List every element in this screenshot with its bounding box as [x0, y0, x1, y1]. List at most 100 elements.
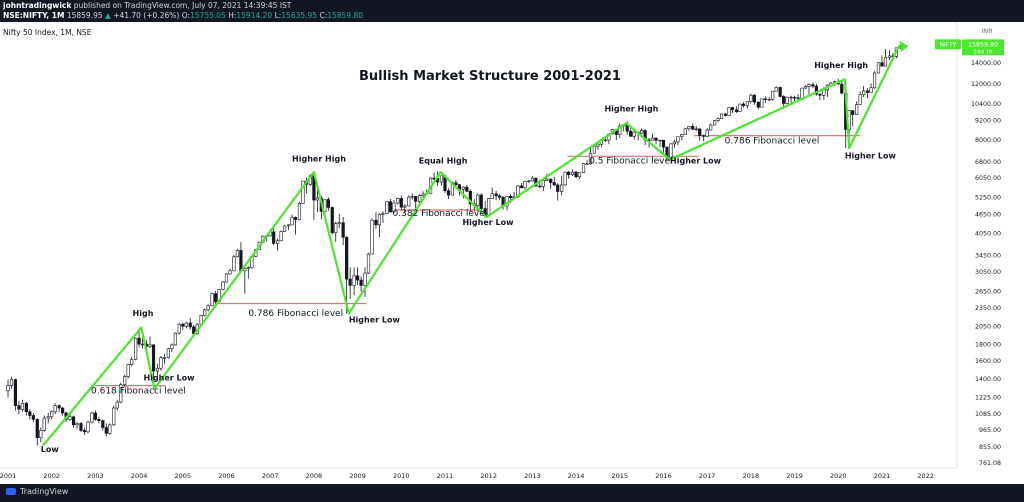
candle-body [822, 89, 826, 96]
price-tag-countdown: 24d 1h [973, 49, 993, 55]
candle-body [418, 195, 422, 202]
candle-body [767, 98, 771, 101]
candle-body [75, 423, 79, 426]
candle-body [221, 281, 225, 290]
y-tick-label: 6050.00 [975, 175, 1001, 182]
brand-label: TradingView [20, 487, 69, 496]
candle-body [545, 178, 549, 181]
candle-body [702, 135, 706, 137]
candle-body [173, 332, 177, 346]
candle-body [818, 93, 822, 96]
candle-body [468, 190, 472, 205]
candle-body [377, 214, 382, 226]
candle-body [366, 253, 371, 274]
y-tick-label: 10400.00 [971, 101, 1001, 108]
candle-body [446, 190, 451, 196]
candle-body [166, 348, 170, 359]
tradingview-logo[interactable]: TradingView [6, 487, 68, 496]
candle-body [224, 273, 229, 283]
author-name[interactable]: johntradingwick [3, 1, 72, 10]
price-axis-background [957, 22, 1024, 484]
swing-line [42, 44, 901, 447]
candle-body [716, 118, 720, 121]
candle-body [796, 97, 800, 99]
candle-body [31, 415, 35, 420]
candle-body [374, 219, 378, 226]
structure-label: Equal High [419, 157, 468, 166]
candle-body [235, 250, 240, 258]
candle-body [840, 83, 844, 94]
candle-body [359, 279, 363, 286]
candle-body [676, 136, 680, 143]
candle-body [410, 196, 414, 198]
y-tick-label: 4050.00 [975, 230, 1001, 237]
candle-body [24, 402, 28, 413]
candle-body [658, 139, 662, 142]
candle-body [326, 199, 330, 208]
candle-body [184, 322, 188, 327]
candle-body [490, 193, 494, 199]
candle-body [588, 152, 593, 164]
candle-body [669, 143, 673, 159]
candle-body [782, 96, 786, 104]
chart-title: Bullish Market Structure 2001-2021 [359, 69, 621, 84]
candle-body [811, 84, 815, 87]
chart-area[interactable]: Low High Higher Low 0.618 Fibonacci level Hi… [0, 22, 1024, 484]
y-tick-label: 2650.00 [975, 289, 1001, 296]
footer-bar: TradingView [0, 484, 1024, 502]
nifty-chart[interactable]: Low High Higher Low 0.618 Fibonacci level Hi… [0, 22, 1024, 484]
candle-body [170, 344, 174, 350]
candle-body [487, 198, 491, 216]
y-tick-label: 8000.00 [975, 137, 1001, 144]
candle-body [596, 143, 600, 147]
candle-body [79, 423, 83, 431]
candle-body [206, 305, 210, 311]
y-tick-label: 12000.00 [971, 81, 1001, 88]
candle-body [494, 193, 498, 197]
candle-body [337, 222, 341, 224]
candle-body [778, 87, 782, 97]
candle-body [538, 185, 542, 188]
candle-body [290, 217, 294, 226]
candle-body [574, 171, 578, 178]
fib-label: 0.786 Fibonacci level [248, 309, 343, 319]
candle-body [454, 182, 458, 185]
y-tick-label: 3450.00 [975, 252, 1001, 259]
structure-label: Higher High [604, 104, 658, 113]
candle-body [749, 94, 753, 102]
high-value: 15914.20 [236, 11, 273, 20]
candle-body [855, 104, 859, 115]
candle-body [439, 175, 444, 183]
open-value: 15755.05 [190, 11, 226, 20]
candle-body [385, 201, 389, 214]
candle-body [243, 268, 247, 272]
candle-body [760, 98, 764, 108]
candle-body [865, 90, 870, 93]
candle-body [334, 223, 338, 234]
candle-body [381, 213, 385, 215]
candle-body [734, 109, 739, 112]
candle-body [108, 424, 112, 434]
candle-body [272, 231, 276, 244]
candle-body [50, 411, 54, 418]
structure-label: Low [41, 445, 60, 454]
candle-body [210, 293, 214, 307]
fib-label: 0.5 Fibonacci level [589, 156, 672, 166]
candle-body [476, 194, 480, 206]
candle-body [323, 199, 327, 212]
candle-body [549, 178, 553, 183]
candle-body [348, 278, 352, 286]
candle-body [246, 267, 250, 269]
x-tick-label: 2021 [874, 472, 891, 480]
candle-body [876, 62, 881, 74]
low-label: L: [274, 11, 282, 20]
fib-label: 0.618 Fibonacci level [91, 387, 186, 397]
candle-body [880, 62, 884, 67]
candle-body [694, 128, 698, 131]
candle-body [68, 416, 72, 420]
candle-body [203, 309, 207, 316]
candle-body [28, 411, 32, 416]
candle-body [159, 357, 163, 369]
candle-body [104, 427, 108, 434]
